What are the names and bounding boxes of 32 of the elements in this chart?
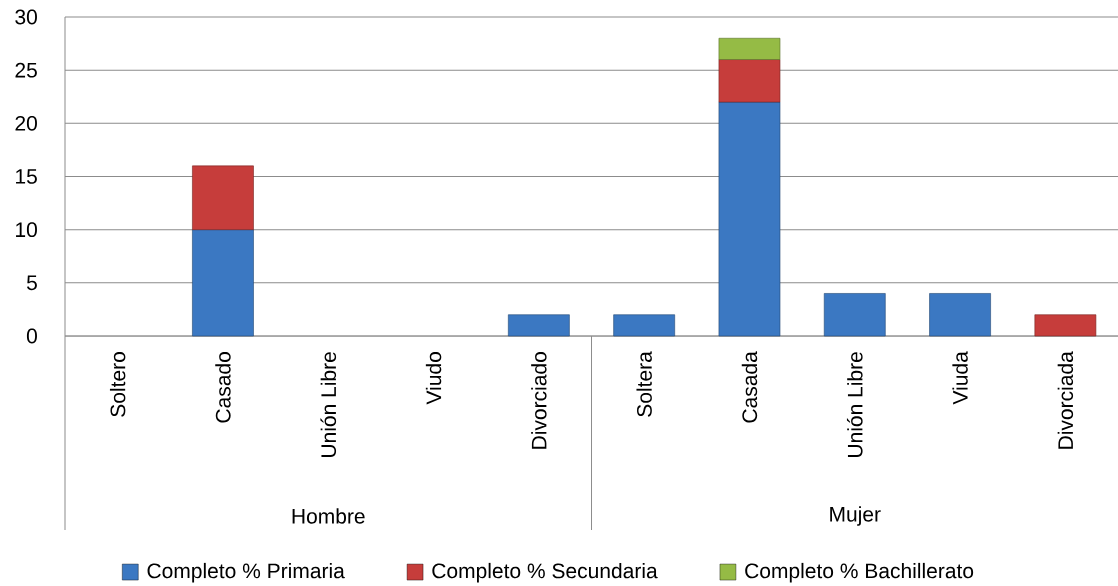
bar (613, 314, 675, 337)
x-tick-label: Casada (741, 351, 758, 423)
bar (718, 37, 781, 60)
x-tick-label: Unión Libre (846, 352, 863, 457)
bar (192, 229, 254, 337)
bar (192, 165, 254, 230)
bar (1034, 314, 1097, 337)
y-tick-label: 20 (15, 115, 37, 131)
bar (929, 293, 991, 337)
legend-label: Completo % Secundaria (432, 562, 658, 583)
x-tick-label: Casado (215, 352, 231, 423)
x-tick-label: Soltera (636, 351, 652, 417)
y-tick-label: 30 (15, 9, 37, 25)
text: Mujer (830, 506, 881, 526)
x-tick-label: Divorciado (531, 352, 547, 449)
legend-label: Completo % Bachillerato (745, 562, 974, 583)
y-tick-label: 25 (15, 62, 37, 78)
bar (718, 59, 781, 103)
y-tick-label: 15 (16, 169, 37, 184)
y-tick-label: 0 (26, 328, 37, 344)
x-tick-label: Divorciada (1057, 351, 1074, 449)
x-tick-label: Viudo (425, 352, 442, 405)
bar (718, 101, 781, 337)
text: Hombre (292, 508, 365, 524)
y-tick-label: 10 (16, 222, 37, 238)
x-tick-label: Soltero (109, 352, 126, 417)
y-tick-label: 5 (26, 275, 37, 291)
x-tick-label: Unión Libre (320, 352, 337, 457)
bar (508, 314, 570, 337)
bar (823, 293, 886, 337)
legend-label: Completo % Primaria (147, 562, 345, 583)
x-tick-label: Viuda (952, 351, 968, 405)
